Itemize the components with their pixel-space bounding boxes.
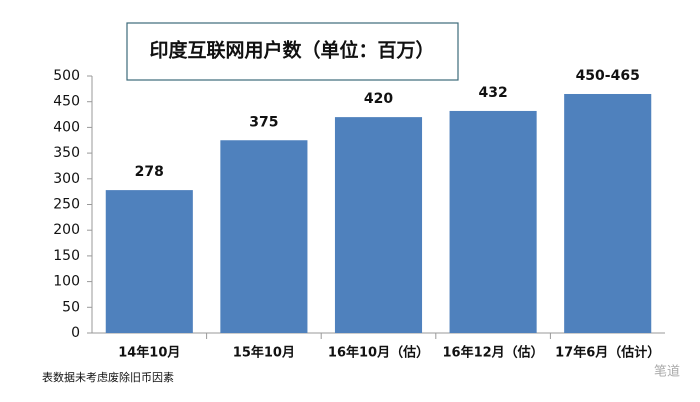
x-tick-label: 15年10月 [233,345,295,361]
bar [449,110,537,334]
bar [564,93,652,334]
bar [220,140,308,333]
y-tick-label: 400 [53,119,80,135]
value-label: 432 [478,85,507,101]
y-tick-label: 350 [53,145,80,161]
x-tick-label: 14年10月 [118,345,180,361]
y-tick-label: 500 [53,68,80,84]
x-tick-label: 16年10月（估） [328,345,429,361]
chart-title: 印度互联网用户数（单位：百万） [149,39,434,62]
y-tick-label: 450 [53,94,80,110]
y-tick-label: 300 [53,171,80,187]
y-tick-label: 0 [71,325,80,341]
value-label: 375 [249,114,278,130]
x-tick-label: 17年6月（估计） [555,345,660,361]
value-label: 278 [135,164,164,180]
watermark: 笔道 [654,364,680,380]
y-tick-label: 50 [62,299,80,315]
x-tick-label: 16年12月（估） [443,345,544,361]
bar [334,117,423,334]
y-tick-label: 200 [53,222,80,238]
y-tick-label: 150 [53,248,80,264]
y-tick-label: 100 [53,274,80,290]
value-label: 420 [364,91,393,107]
title-box [126,22,459,81]
y-tick-label: 250 [53,197,80,213]
value-label: 450-465 [576,68,640,84]
footnote: 表数据未考虑废除旧币因素 [42,370,174,384]
bar [105,190,193,333]
